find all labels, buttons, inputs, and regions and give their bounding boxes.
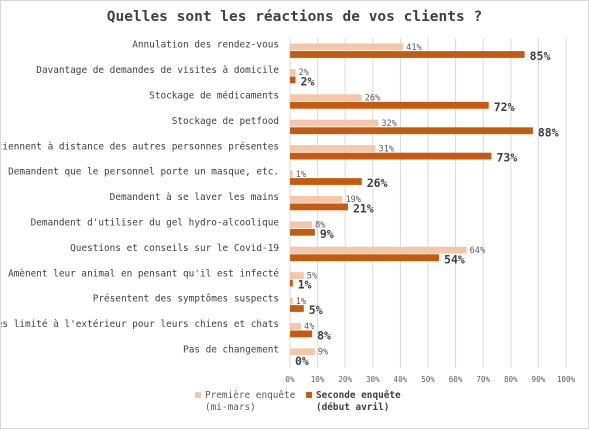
bar-premiere-enquete bbox=[290, 94, 362, 102]
gridlines bbox=[289, 38, 567, 369]
bar-premiere-enquete bbox=[290, 322, 302, 330]
category-label: Présentent des symptômes suspects bbox=[93, 294, 279, 305]
data-label-premiere-enquete: 2% bbox=[299, 68, 310, 78]
bar-premiere-enquete bbox=[290, 68, 296, 76]
data-label-premiere-enquete: 31% bbox=[379, 144, 395, 154]
bar-seconde-enquete bbox=[290, 76, 296, 84]
bar-seconde-enquete bbox=[290, 101, 489, 109]
x-axis-ticks: 0% 10% 20% 30% 40% 50% 60% 70% 80% 90% 100% bbox=[285, 375, 575, 384]
data-label-seconde-enquete: 26% bbox=[367, 176, 388, 190]
category-label: Demandent que le personnel porte un masq… bbox=[8, 167, 279, 178]
bar-premiere-enquete bbox=[290, 246, 467, 254]
data-label-premiere-enquete: 32% bbox=[381, 119, 397, 129]
bars: 41% 85% 2%2% 26% 72% 32% 88% 31% 73% 1% 26% 19%21% 8… bbox=[290, 43, 559, 368]
x-tick-label: 40% bbox=[394, 375, 408, 384]
data-label-premiere-enquete: 4% bbox=[304, 322, 315, 332]
data-label-seconde-enquete: 9% bbox=[320, 227, 334, 241]
x-tick-label: 50% bbox=[421, 375, 435, 384]
category-label: Questions et conseils sur le Covid-19 bbox=[70, 243, 279, 254]
bar-seconde-enquete bbox=[290, 51, 525, 58]
bar-seconde-enquete bbox=[290, 203, 348, 211]
bar-premiere-enquete bbox=[290, 297, 293, 305]
bar-premiere-enquete bbox=[290, 272, 304, 279]
data-label-premiere-enquete: 19% bbox=[345, 195, 361, 205]
legend: Première enquête(mi-mars) Seconde enquête… bbox=[195, 390, 401, 413]
x-tick-label: 30% bbox=[366, 375, 380, 384]
data-label-premiere-enquete: 8% bbox=[315, 221, 326, 231]
bar-seconde-enquete bbox=[290, 254, 440, 262]
x-tick-label: 0% bbox=[285, 375, 295, 384]
bar-premiere-enquete bbox=[290, 43, 404, 51]
bar-premiere-enquete bbox=[290, 348, 315, 356]
data-label-seconde-enquete: 85% bbox=[530, 49, 551, 63]
legend-swatch bbox=[306, 392, 312, 398]
data-label-seconde-enquete: 73% bbox=[496, 151, 517, 165]
x-tick-label: 10% bbox=[311, 375, 325, 384]
category-label: Annulation des rendez-vous bbox=[132, 40, 279, 51]
data-label-seconde-enquete: 1% bbox=[298, 278, 312, 292]
bar-premiere-enquete bbox=[290, 195, 343, 203]
data-label-seconde-enquete: 2% bbox=[301, 75, 315, 89]
bar-seconde-enquete bbox=[290, 228, 315, 236]
bar-seconde-enquete bbox=[290, 305, 304, 312]
legend-label: Seconde enquête bbox=[316, 390, 401, 401]
legend-label: (début avril) bbox=[316, 402, 389, 413]
data-label-seconde-enquete: 88% bbox=[538, 125, 559, 139]
bar-premiere-enquete bbox=[290, 119, 379, 127]
bar-seconde-enquete bbox=[290, 279, 293, 287]
bar-premiere-enquete bbox=[290, 145, 376, 152]
category-label: Stockage de petfood bbox=[172, 116, 279, 127]
category-labels: Annulation des rendez-vous Davantage de d… bbox=[1, 40, 279, 356]
x-tick-label: 70% bbox=[476, 375, 490, 384]
data-label-seconde-enquete: 8% bbox=[317, 329, 331, 343]
bar-seconde-enquete bbox=[290, 127, 533, 135]
x-tick-label: 90% bbox=[532, 375, 546, 384]
category-label: Demandent à se laver les mains bbox=[110, 192, 279, 203]
category-label: Pas de changement bbox=[183, 345, 279, 356]
data-label-premiere-enquete: 26% bbox=[365, 94, 381, 104]
x-tick-label: 100% bbox=[557, 375, 576, 384]
bar-seconde-enquete bbox=[290, 152, 492, 160]
data-label-seconde-enquete: 21% bbox=[353, 202, 374, 216]
data-label-premiere-enquete: 1% bbox=[296, 297, 307, 307]
data-label-premiere-enquete: 41% bbox=[406, 43, 422, 53]
bar-premiere-enquete bbox=[290, 170, 293, 178]
bar-seconde-enquete bbox=[290, 330, 313, 338]
data-label-premiere-enquete: 9% bbox=[318, 348, 329, 358]
legend-swatch bbox=[195, 392, 201, 398]
category-label: Accès limité à l'extérieur pour leurs ch… bbox=[1, 319, 279, 330]
bar-premiere-enquete bbox=[290, 221, 313, 229]
data-label-seconde-enquete: 0% bbox=[295, 354, 309, 368]
x-tick-label: 60% bbox=[449, 375, 463, 384]
category-label: Se tiennent à distance des autres person… bbox=[1, 141, 279, 152]
category-label: Amènent leur animal en pensant qu'il est… bbox=[8, 268, 279, 279]
data-label-seconde-enquete: 72% bbox=[494, 100, 515, 114]
data-label-premiere-enquete: 5% bbox=[307, 271, 318, 281]
x-tick-label: 20% bbox=[338, 375, 352, 384]
data-label-seconde-enquete: 5% bbox=[309, 303, 323, 317]
data-label-premiere-enquete: 1% bbox=[296, 170, 307, 180]
category-label: Stockage de médicaments bbox=[149, 91, 279, 102]
category-label: Demandent d'utiliser du gel hydro-alcool… bbox=[31, 218, 280, 229]
data-label-premiere-enquete: 64% bbox=[470, 246, 486, 256]
bar-seconde-enquete bbox=[290, 178, 362, 185]
data-label-seconde-enquete: 54% bbox=[444, 252, 465, 266]
category-label: Davantage de demandes de visites à domic… bbox=[36, 65, 279, 76]
chart-title: Quelles sont les réactions de vos client… bbox=[106, 9, 483, 25]
x-tick-label: 80% bbox=[504, 375, 518, 384]
legend-label: Première enquête bbox=[205, 390, 296, 401]
legend-label: (mi-mars) bbox=[205, 402, 256, 413]
